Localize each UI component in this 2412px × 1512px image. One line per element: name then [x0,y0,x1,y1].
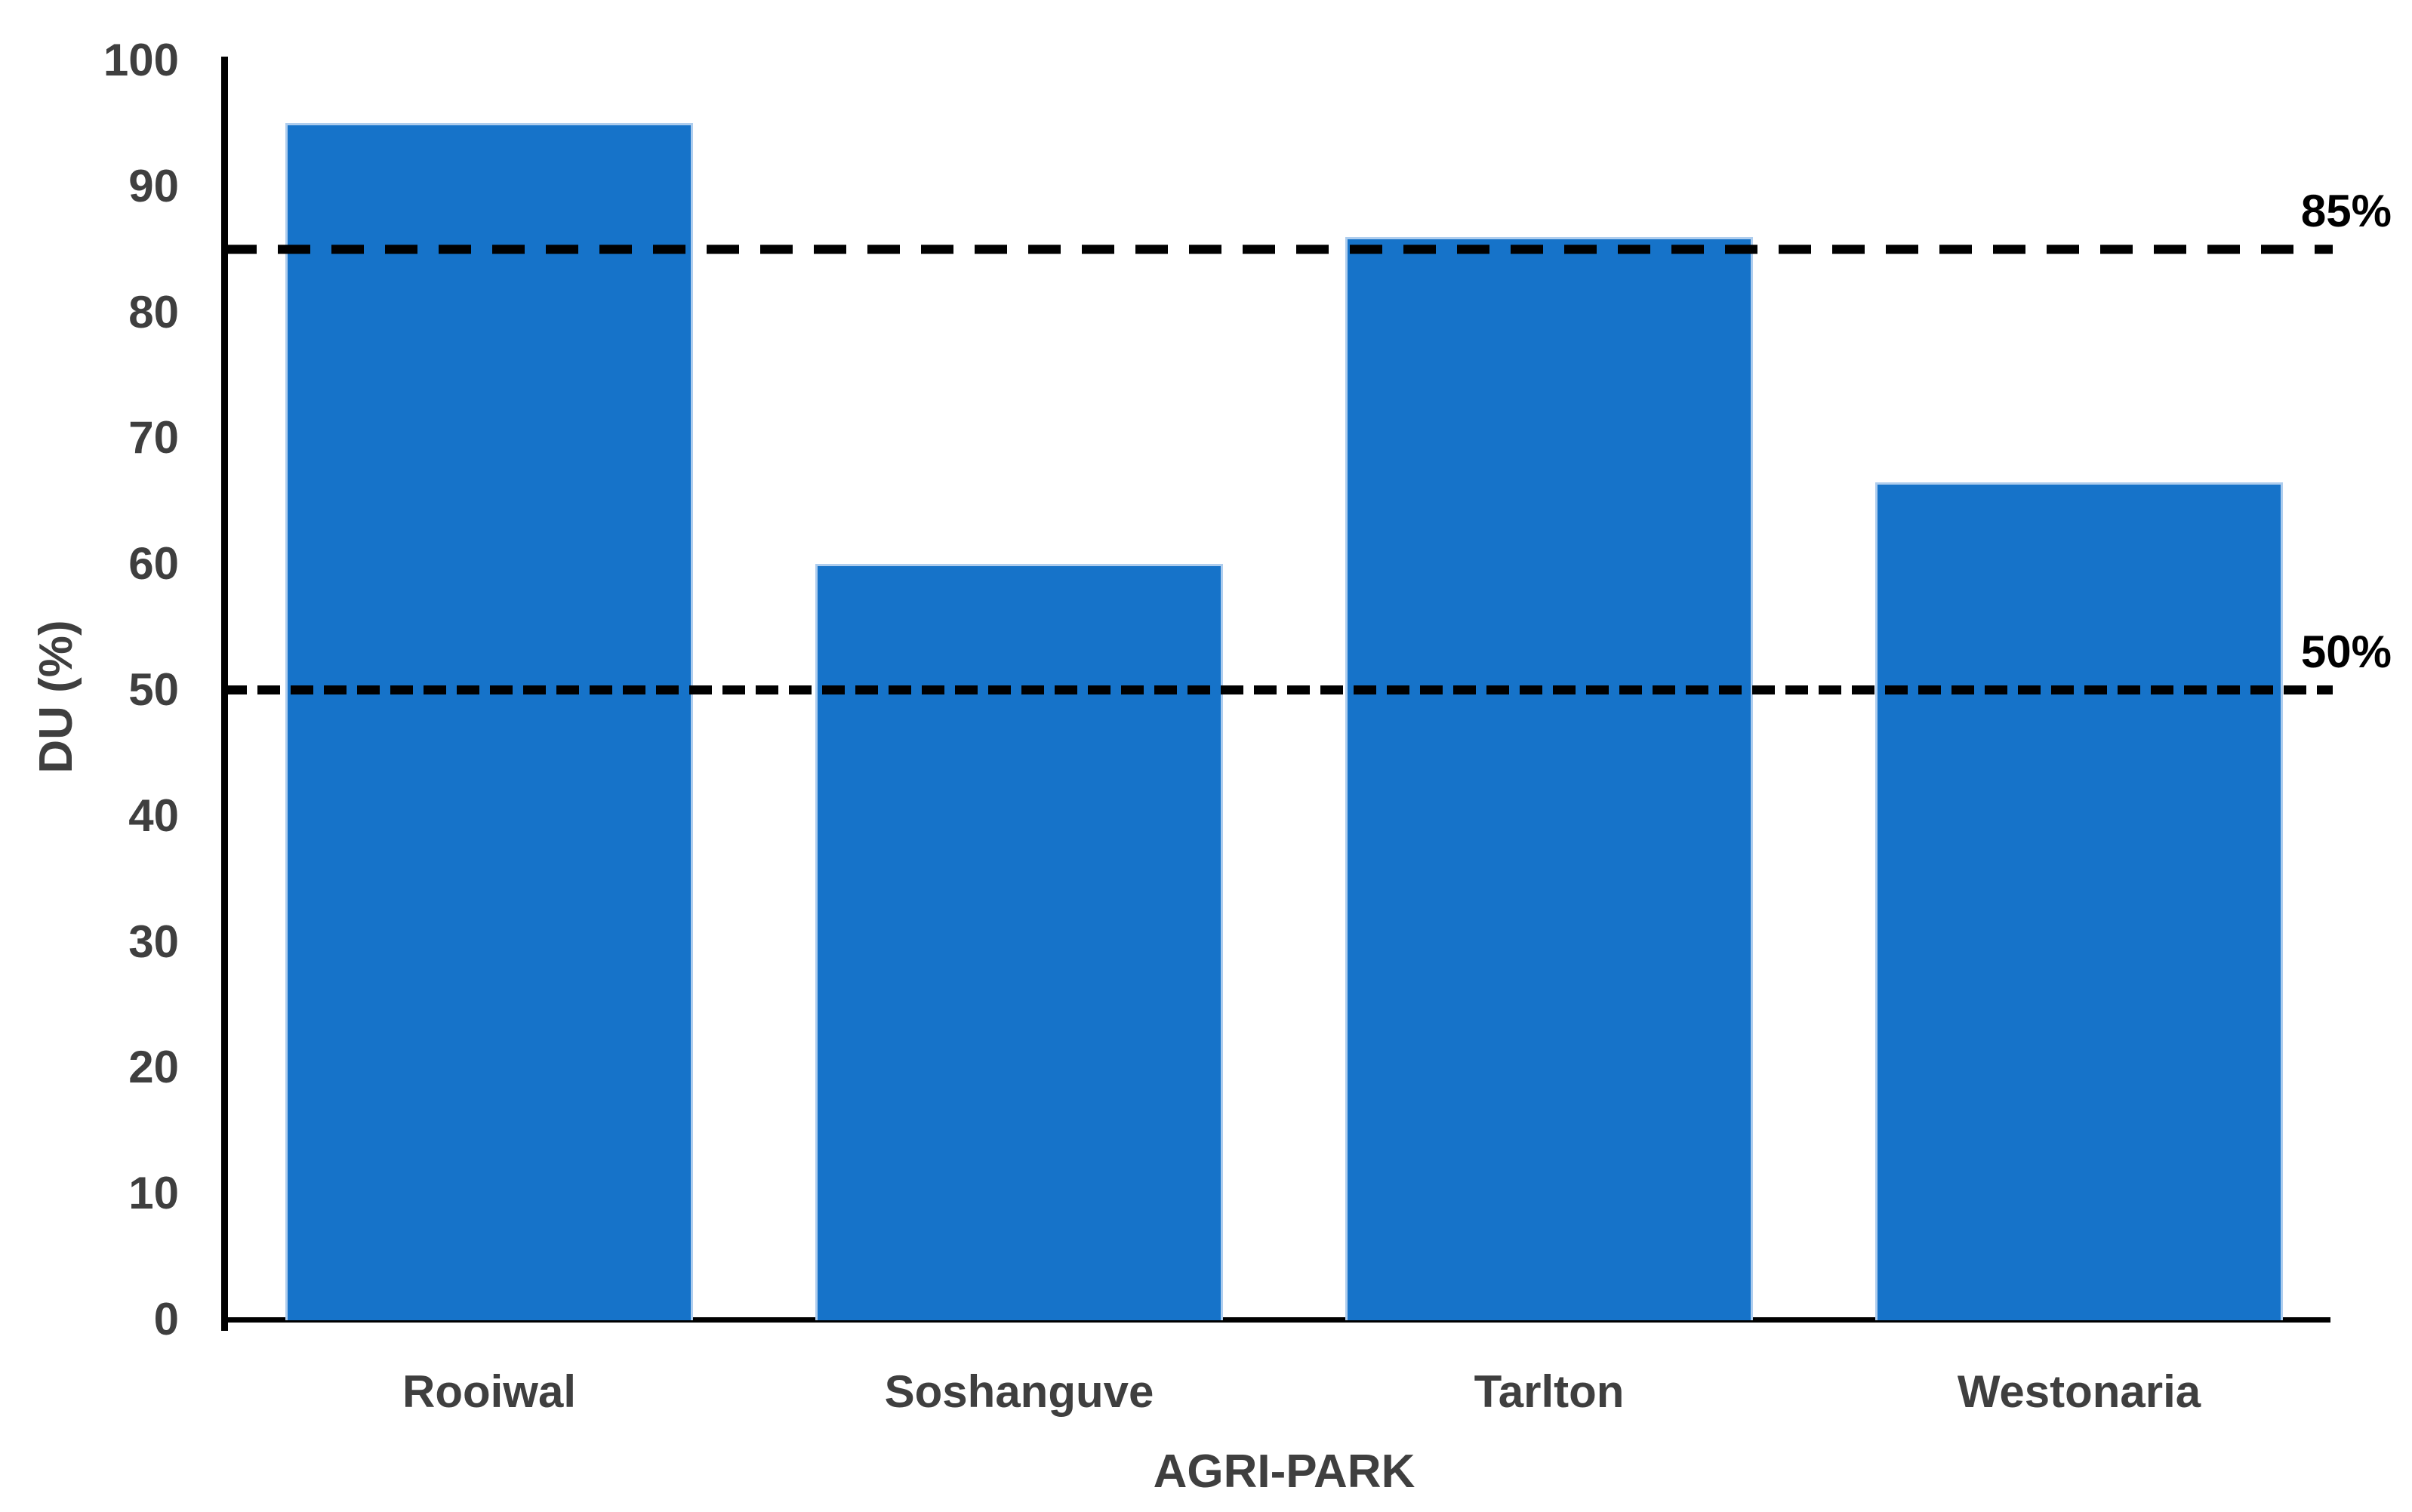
y-tick-label-10: 10 [128,1168,179,1219]
y-tick-label-70: 70 [128,412,179,463]
bar-tarlton [1345,236,1753,1320]
reference-line-label-50: 50% [2300,627,2392,677]
reference-line-label-85: 85% [2300,186,2392,237]
y-tick-label-80: 80 [128,286,179,337]
x-category-label-soshanguve: Soshanguve [884,1366,1154,1417]
bar-soshanguve [815,564,1223,1320]
y-tick-label-40: 40 [128,790,179,841]
x-category-label-westonaria: Westonaria [1957,1366,2201,1417]
bar-rooiwal [285,123,693,1320]
y-tick-label-90: 90 [128,160,179,211]
y-axis-line [221,57,228,1331]
y-tick-label-50: 50 [128,664,179,715]
x-axis-title: AGRI-PARK [1153,1446,1415,1498]
y-tick-label-30: 30 [128,916,179,967]
y-tick-label-20: 20 [128,1042,179,1093]
bar-westonaria [1875,482,2283,1320]
y-tick-label-60: 60 [128,538,179,590]
y-tick-label-0: 0 [153,1294,179,1344]
x-category-label-rooiwal: Rooiwal [402,1366,576,1417]
x-category-label-tarlton: Tarlton [1474,1366,1625,1417]
y-tick-label-100: 100 [103,35,179,85]
x-axis-line [221,1317,2330,1323]
